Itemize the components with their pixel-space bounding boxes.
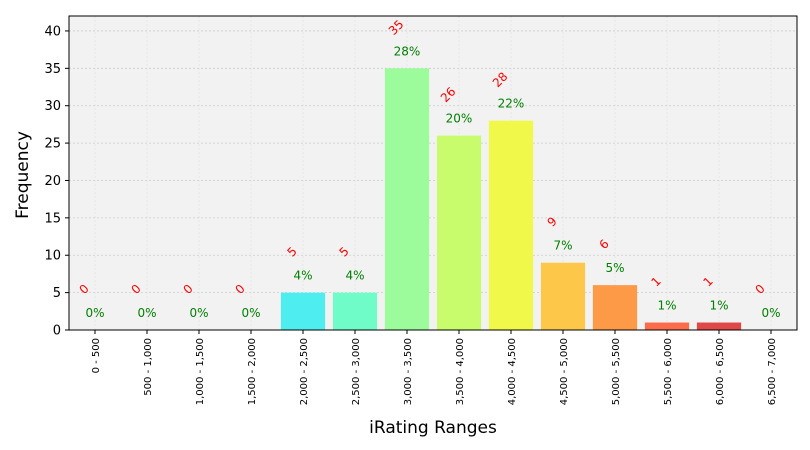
y-tick-label: 0 [53, 324, 61, 339]
x-tick-label: 1,500 - 2,000 [247, 338, 258, 405]
x-tick-label: 4,500 - 5,000 [559, 338, 570, 405]
x-tick-label: 3,000 - 3,500 [403, 338, 414, 405]
y-tick-label: 20 [44, 174, 61, 189]
x-tick-label: 5,000 - 5,500 [611, 338, 622, 405]
percent-label: 0% [85, 306, 104, 320]
percent-label: 7% [553, 239, 572, 253]
y-tick-label: 30 [44, 99, 61, 114]
bar [488, 120, 534, 331]
percent-label: 1% [657, 299, 676, 313]
axes: 0 5 10 15 20 25 30 35 40 0 - 500 500 - 1,000 1,000 … [44, 15, 798, 405]
percent-label: 22% [498, 97, 525, 111]
y-tick-label: 5 [53, 286, 61, 301]
x-tick-label: 2,000 - 2,500 [299, 338, 310, 405]
percent-label: 0% [241, 306, 260, 320]
plot-frame [68, 15, 798, 331]
percent-label: 4% [293, 269, 312, 283]
x-tick-label: 0 - 500 [91, 338, 102, 373]
y-axis-title: Frequency [13, 131, 33, 219]
x-tick-label: 2,500 - 3,000 [351, 338, 362, 405]
x-tick-label: 3,500 - 4,000 [455, 338, 466, 405]
bar [280, 292, 326, 330]
bar [644, 322, 690, 330]
bar [332, 292, 378, 330]
percent-label: 20% [446, 112, 473, 126]
bar [540, 262, 586, 330]
bar [384, 68, 430, 330]
y-tick-label: 25 [44, 137, 61, 152]
x-tick-label: 4,000 - 4,500 [507, 338, 518, 405]
percent-label: 28% [394, 44, 421, 58]
percent-label: 0% [137, 306, 156, 320]
percent-label: 4% [345, 269, 364, 283]
x-axis-title: iRating Ranges [369, 418, 497, 438]
bars [280, 68, 742, 331]
x-tick-label: 6,000 - 6,500 [715, 338, 726, 405]
bar [696, 322, 742, 330]
plot-background [69, 16, 797, 330]
x-tick-label: 500 - 1,000 [143, 338, 154, 396]
y-tick-label: 40 [44, 24, 61, 39]
percent-label: 1% [709, 299, 728, 313]
x-tick-label: 1,000 - 1,500 [195, 338, 206, 405]
y-tick-label: 10 [44, 249, 61, 264]
bar [592, 285, 638, 330]
percent-label: 5% [605, 261, 624, 275]
x-tick-label: 6,500 - 7,000 [767, 338, 778, 405]
bar [436, 135, 482, 330]
y-tick-label: 15 [44, 211, 61, 226]
percent-label: 0% [761, 306, 780, 320]
y-tick-label: 35 [44, 62, 61, 77]
percent-label: 0% [189, 306, 208, 320]
x-tick-label: 5,500 - 6,000 [663, 338, 674, 405]
